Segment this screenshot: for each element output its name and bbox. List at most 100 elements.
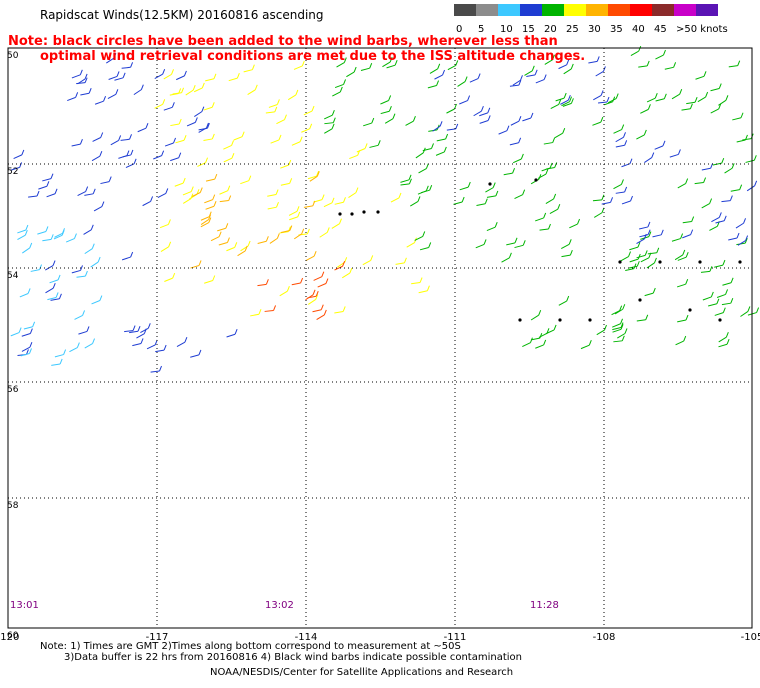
wind-barb [280, 164, 289, 169]
wind-barb-flag [721, 157, 725, 164]
wind-barb-flag [480, 106, 484, 112]
wind-barb-flag [225, 223, 229, 229]
wind-barb-flag [286, 285, 290, 292]
wind-barb-flag [97, 256, 101, 263]
wind-barb [485, 187, 494, 193]
wind-barb [226, 246, 235, 252]
wind-barb-flag [73, 233, 77, 239]
wind-barb [21, 346, 31, 352]
wind-barb-flag [663, 49, 666, 56]
wind-barb [309, 175, 318, 182]
legend-swatch [674, 4, 696, 16]
wind-barb [710, 88, 720, 92]
wind-barb-flag [729, 195, 733, 201]
wind-barb-flag [725, 331, 729, 338]
wind-barb-flag [512, 167, 516, 174]
wind-barb-flag [274, 106, 278, 113]
wind-barb [613, 340, 623, 343]
wind-barb [247, 89, 256, 96]
wind-barb [745, 159, 755, 163]
wind-barb [612, 323, 621, 328]
wind-barb [475, 243, 485, 249]
wind-barb-flag [50, 234, 54, 240]
wind-barb [669, 153, 679, 158]
wind-barb [194, 111, 203, 118]
wind-barb-flag [355, 187, 359, 193]
wind-speed-legend: 0 5 10 15 20 25 30 35 40 45 >50 knots [454, 4, 728, 35]
wind-barb-flag [171, 102, 175, 108]
wind-barb [569, 223, 578, 229]
wind-barb [316, 314, 325, 320]
wind-barb [708, 303, 717, 307]
wind-barb [100, 181, 110, 185]
wind-barb-flag [29, 328, 33, 334]
wind-barb [510, 120, 520, 126]
wind-barb-flag [19, 162, 23, 168]
wind-barb-flag [677, 149, 681, 155]
wind-barb [682, 221, 692, 224]
wind-barb-flag [315, 294, 319, 300]
wind-barb-flag [91, 243, 95, 249]
wind-barb-flag [99, 151, 103, 157]
wind-barb-flag [167, 219, 171, 225]
wind-barb [348, 192, 357, 199]
wind-barb [191, 192, 201, 197]
legend-swatch [652, 4, 674, 16]
wind-barb-flag [419, 277, 423, 283]
wind-barb [268, 104, 278, 108]
pass-time-label: 13:02 [265, 600, 294, 611]
wind-barb [604, 101, 613, 106]
wind-barb [50, 298, 60, 301]
wind-barb [182, 198, 192, 204]
wind-barb [652, 234, 662, 238]
wind-barb-flag [52, 260, 56, 266]
wind-barb-flag [673, 62, 677, 68]
wind-barb-flag [101, 201, 105, 207]
wind-barb [561, 101, 570, 107]
wind-barb [303, 205, 313, 208]
wind-barb [615, 136, 624, 143]
wind-barb-flag [79, 69, 83, 75]
wind-barb [317, 283, 327, 288]
wind-barb [250, 313, 260, 317]
wind-barb [228, 77, 238, 82]
wind-barb-flag [690, 229, 694, 235]
wind-barb-flag [342, 261, 346, 267]
wind-barb [336, 62, 345, 68]
wind-barb-flag [161, 150, 165, 156]
wind-barb [332, 91, 341, 97]
wind-barb [737, 240, 746, 246]
wind-barb [400, 183, 410, 186]
wind-barb-flag [231, 140, 235, 146]
wind-barb-flag [184, 337, 188, 343]
wind-barb [186, 121, 196, 127]
wind-barb-flag [477, 73, 481, 79]
wind-barb-flag [487, 107, 491, 114]
wind-barb [613, 183, 622, 190]
wind-barb [588, 60, 598, 64]
wind-barb [136, 333, 145, 339]
wind-barb-flag [722, 259, 726, 266]
wind-barb [636, 134, 645, 140]
wind-barb [390, 197, 400, 203]
wind-barb [677, 256, 687, 261]
wind-barb [724, 167, 733, 174]
wind-barb-flag [130, 149, 134, 156]
wind-barb [596, 329, 605, 336]
wind-barb [620, 256, 629, 262]
wind-barb [592, 121, 602, 126]
wind-barb-flag [682, 249, 686, 256]
wind-barb-flag [730, 277, 734, 283]
wind-barb-flag [637, 253, 641, 260]
wind-barb [219, 190, 228, 195]
wind-barb-flag [662, 140, 666, 147]
legend-label: 20 [544, 24, 557, 35]
wind-barb-flag [265, 279, 269, 285]
wind-barb-flag [339, 218, 342, 224]
wind-barb [17, 229, 27, 234]
wind-barb [541, 167, 551, 172]
wind-barb [446, 108, 455, 114]
wind-barb [176, 75, 185, 81]
wind-barb-flag [85, 186, 89, 192]
wind-barb [197, 162, 206, 167]
